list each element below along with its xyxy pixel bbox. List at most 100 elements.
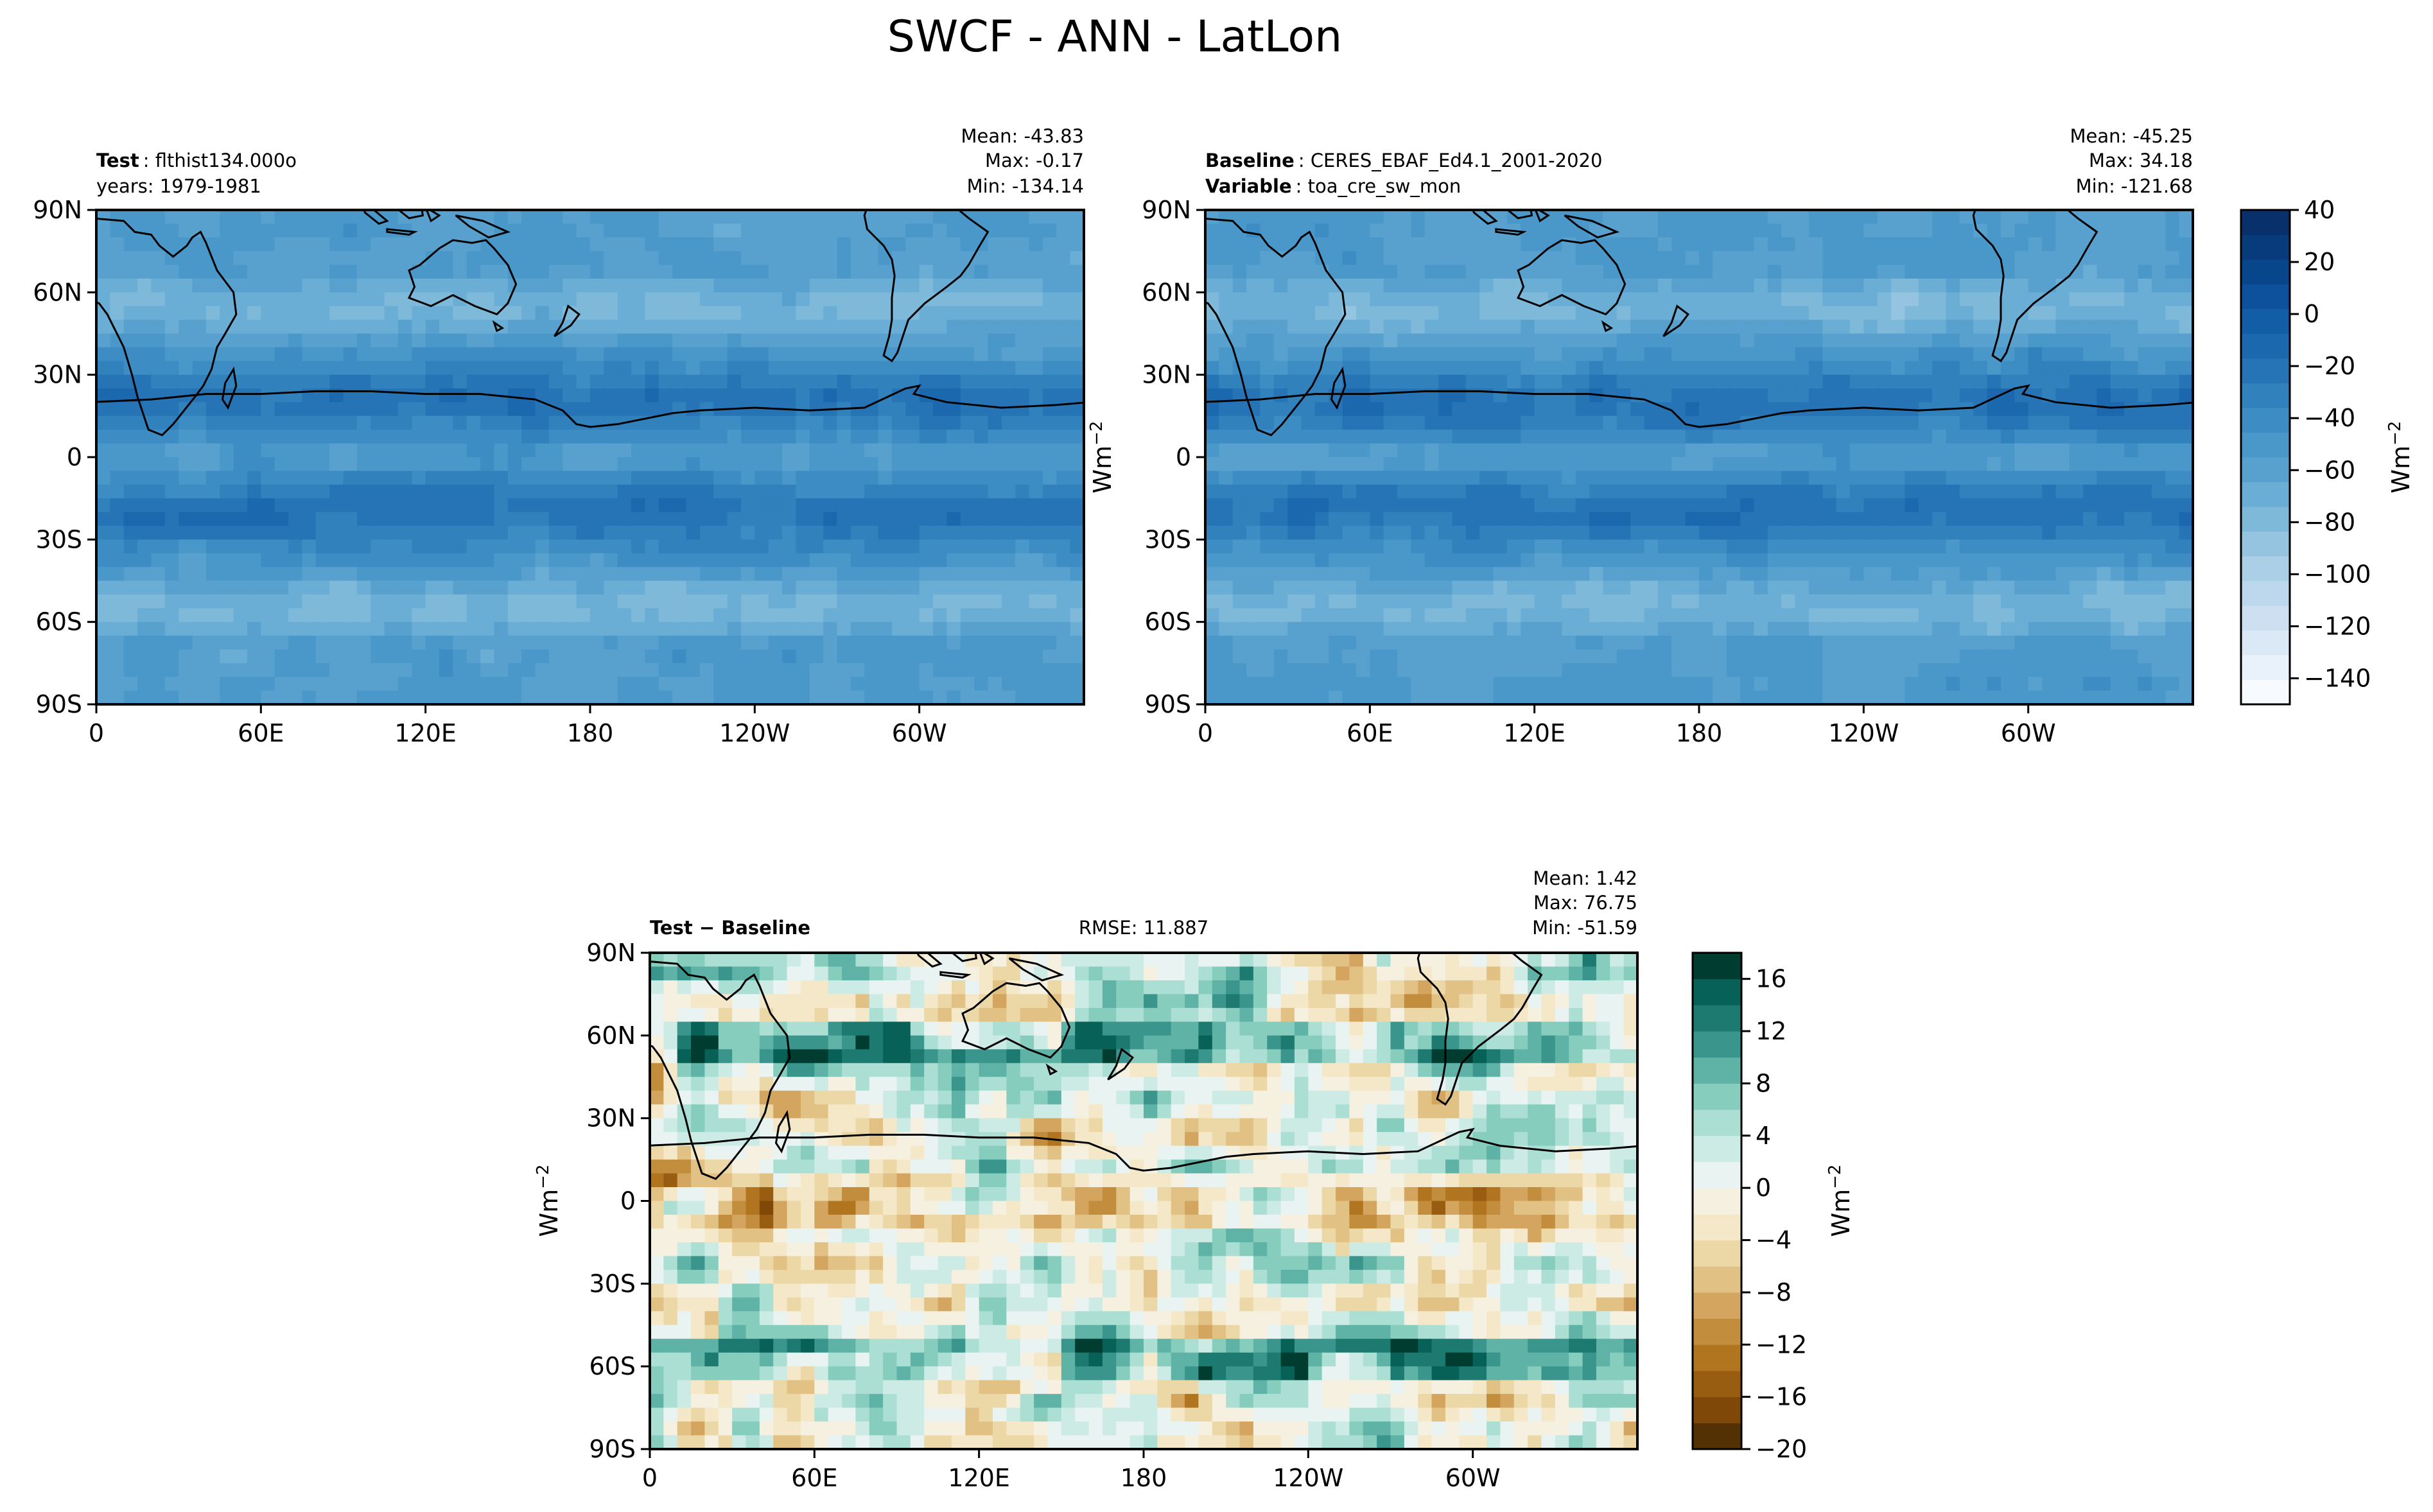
grid-cell [1383,265,1398,279]
grid-cell [1946,471,1960,485]
grid-cell [1822,361,1837,376]
grid-cell [1506,457,1521,471]
grid-cell [1273,388,1288,403]
grid-cell [356,443,371,458]
grid-cell [233,663,248,677]
grid-cell [302,210,317,224]
grid-cell [1273,484,1288,499]
grid-cell [1575,388,1590,403]
grid-cell [329,457,344,471]
grid-cell [864,415,879,430]
grid-cell [562,677,577,691]
grid-cell [233,265,248,279]
grid-cell [1465,580,1480,595]
grid-cell [686,471,701,485]
grid-cell [329,525,344,540]
grid-cell [2014,265,2029,279]
grid-cell [905,636,920,650]
grid-cell [2069,539,2084,554]
grid-cell [1713,608,1727,623]
grid-cell [205,621,220,636]
grid-cell [288,265,303,279]
grid-cell [1314,608,1329,623]
grid-cell [960,292,975,307]
grid-cell [179,347,193,361]
grid-cell [1795,402,1809,417]
grid-cell [1740,457,1755,471]
grid-cell [933,237,947,252]
grid-cell [220,580,234,595]
grid-cell [233,347,248,361]
grid-cell [645,567,659,582]
grid-cell [96,402,110,417]
grid-cell [384,636,399,650]
grid-cell [261,553,275,568]
grid-cell [796,210,810,224]
grid-cell [507,402,522,417]
grid-cell [1987,553,2001,568]
grid-cell [2124,471,2139,485]
grid-cell [919,251,934,266]
grid-cell [1070,210,1084,224]
grid-cell [1370,430,1384,444]
grid-cell [919,636,934,650]
grid-cell [1479,567,1494,582]
grid-cell [1616,636,1631,650]
grid-cell [329,347,344,361]
grid-cell [1438,553,1453,568]
grid-cell [1863,415,1878,430]
grid-cell [1713,484,1727,499]
grid-cell [1056,361,1071,376]
grid-cell [919,278,934,293]
grid-cell [1808,210,1823,224]
grid-cell [2138,553,2152,568]
grid-cell [1001,306,1016,320]
grid-cell [1932,223,1947,238]
grid-cell [1657,621,1672,636]
grid-cell [1630,525,1645,540]
grid-cell [1685,210,1700,224]
grid-cell [1342,388,1357,403]
grid-cell [1616,621,1631,636]
grid-cell [1808,553,1823,568]
grid-cell [2014,278,2029,293]
grid-cell [631,567,646,582]
grid-cell [2014,636,2029,650]
grid-cell [864,292,879,307]
grid-cell [782,223,797,238]
grid-cell [1015,539,1030,554]
grid-cell [1822,347,1837,361]
grid-cell [850,621,865,636]
grid-cell [713,443,728,458]
grid-cell [1808,498,1823,513]
grid-cell [1767,649,1782,664]
grid-cell [1397,237,1412,252]
grid-cell [658,512,673,526]
grid-cell [617,278,632,293]
grid-cell [1397,265,1412,279]
grid-cell [2042,553,2056,568]
grid-cell [1589,430,1604,444]
grid-cell [1015,636,1030,650]
grid-cell [2151,361,2166,376]
grid-cell [1465,539,1480,554]
grid-cell [1671,553,1686,568]
grid-cell [1589,443,1604,458]
grid-cell [933,471,947,485]
grid-cell [1056,677,1071,691]
grid-cell [617,636,632,650]
grid-cell [2179,361,2193,376]
grid-cell [548,347,563,361]
grid-cell [713,553,728,568]
grid-cell [1438,580,1453,595]
grid-cell [164,333,179,348]
grid-cell [384,594,399,609]
grid-cell [1015,333,1030,348]
grid-cell [2083,388,2098,403]
grid-cell [96,347,110,361]
grid-cell [645,402,659,417]
grid-cell [823,471,838,485]
grid-cell [1219,306,1234,320]
grid-cell [535,292,550,307]
grid-cell [1301,237,1316,252]
